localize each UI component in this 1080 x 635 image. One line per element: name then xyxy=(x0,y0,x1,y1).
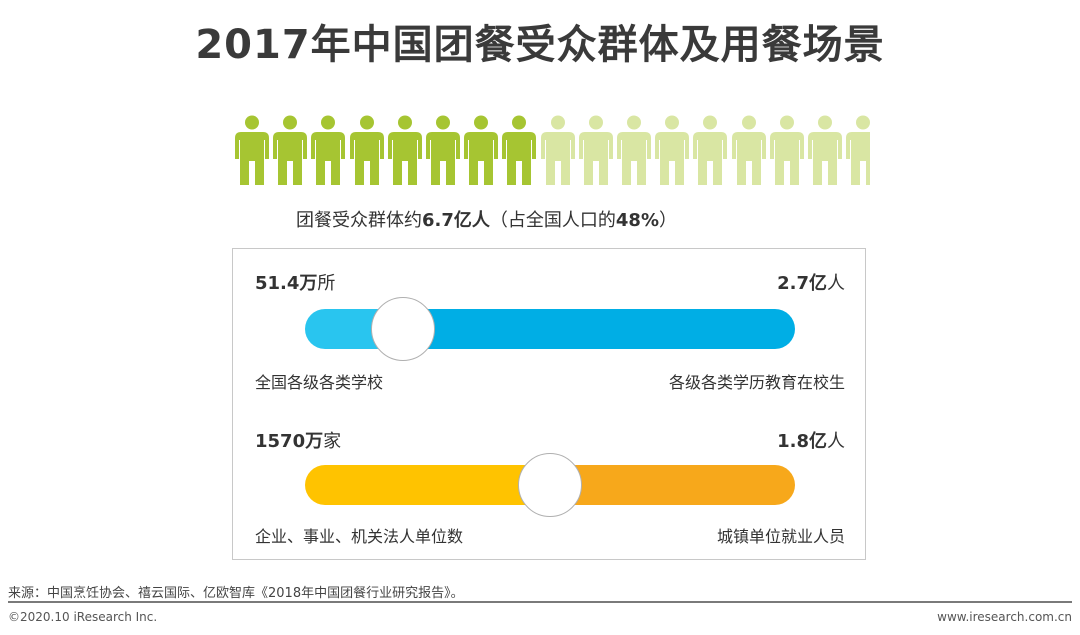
students-count: 2.7亿人 xyxy=(777,269,845,295)
summary-value: 6.7亿人 xyxy=(422,210,490,231)
person-icon xyxy=(235,115,269,185)
chart-title: 2017年中国团餐受众群体及用餐场景 xyxy=(195,22,885,68)
summary-suffix: （占全国人口的 xyxy=(489,210,616,231)
summary-text: 团餐受众群体约6.7亿人（占全国人口的48%） xyxy=(296,206,677,232)
summary-prefix: 团餐受众群体约 xyxy=(296,210,422,231)
website: www.iresearch.com.cn xyxy=(937,610,1072,624)
person-icon xyxy=(693,115,728,185)
employees-value: 1.8亿 xyxy=(777,431,827,452)
person-icon xyxy=(387,115,422,185)
people-pictogram xyxy=(234,115,870,190)
summary-close: ） xyxy=(658,210,677,231)
source-note: 来源：中国烹饪协会、禧云国际、亿欧智库《2018年中国团餐行业研究报告》。 xyxy=(8,586,464,601)
units-count: 1570万家 xyxy=(255,427,341,453)
person-icon xyxy=(311,115,346,185)
schools-students-slider-knob xyxy=(371,297,435,361)
person-icon xyxy=(540,115,575,185)
students-unit: 人 xyxy=(827,273,845,294)
person-icon xyxy=(578,115,613,185)
comparison-panel: 51.4万所 2.7亿人 全国各级各类学校 各级各类学历教育在校生 1570万家… xyxy=(232,248,866,560)
person-icon xyxy=(349,115,384,185)
person-icon xyxy=(846,115,870,185)
schools-unit: 所 xyxy=(317,273,336,294)
units-label: 企业、事业、机关法人单位数 xyxy=(255,527,464,546)
footer-divider xyxy=(8,601,1072,603)
schools-value: 51.4万 xyxy=(255,273,318,294)
units-employees-slider-knob xyxy=(518,453,582,517)
person-icon xyxy=(769,115,804,185)
units-bar-segment xyxy=(305,465,550,505)
units-unit: 家 xyxy=(323,431,342,452)
employees-unit: 人 xyxy=(827,431,845,452)
person-icon xyxy=(617,115,651,185)
employees-label: 城镇单位就业人员 xyxy=(716,527,845,546)
person-icon xyxy=(273,115,308,185)
summary-percent: 48% xyxy=(615,210,659,231)
students-value: 2.7亿 xyxy=(777,273,827,294)
students-bar-segment xyxy=(403,309,795,349)
person-icon xyxy=(655,115,690,185)
employees-count: 1.8亿人 xyxy=(777,427,845,453)
units-employees-bar xyxy=(305,465,795,505)
person-icon xyxy=(731,115,766,185)
students-label: 各级各类学历教育在校生 xyxy=(668,373,845,392)
person-icon xyxy=(502,115,537,185)
schools-count: 51.4万所 xyxy=(255,269,335,295)
person-icon xyxy=(808,115,842,185)
person-icon xyxy=(464,115,499,185)
units-value: 1570万 xyxy=(255,431,324,452)
employees-bar-segment xyxy=(550,465,795,505)
person-icon xyxy=(426,115,460,185)
schools-label: 全国各级各类学校 xyxy=(255,373,384,392)
copyright: ©2020.10 iResearch Inc. xyxy=(8,610,158,624)
